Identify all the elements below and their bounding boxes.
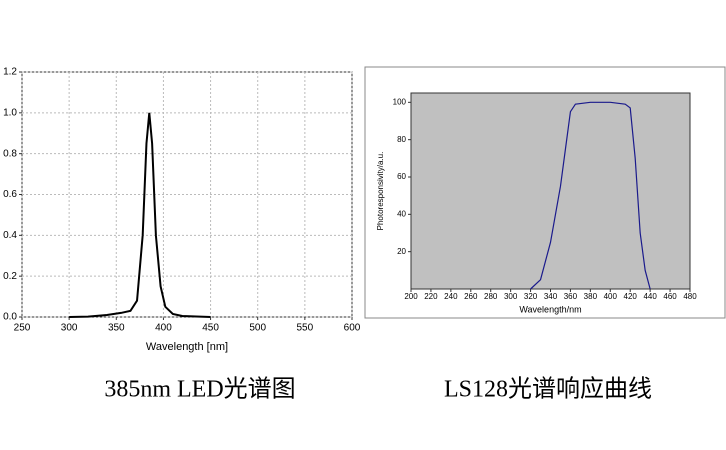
y-tick-label: 20 [397,247,406,256]
x-tick-label: 460 [663,292,677,301]
x-axis-label: Wavelength/nm [519,304,581,314]
y-tick-label: 0.2 [3,271,17,282]
x-tick-label: 220 [424,292,438,301]
y-tick-label: 100 [393,97,407,106]
caption: 385nm LED光谱图 [104,376,295,403]
y-tick-label: 40 [397,209,406,218]
y-tick-label: 0.0 [3,312,17,323]
data-line [69,112,211,318]
x-tick-label: 360 [564,292,578,301]
x-tick-label: 440 [643,292,657,301]
x-tick-label: 420 [624,292,638,301]
x-tick-label: 480 [683,292,697,301]
x-tick-label: 550 [297,323,314,334]
x-tick-label: 450 [202,323,219,334]
x-tick-label: 260 [464,292,478,301]
x-tick-label: 240 [444,292,458,301]
x-tick-label: 280 [484,292,498,301]
x-tick-label: 200 [404,292,418,301]
x-tick-label: 400 [155,323,172,334]
y-tick-label: 1.0 [3,107,17,118]
y-axis-label: Photoresponsivity/a.u. [376,152,385,231]
y-tick-label: 0.6 [3,189,17,200]
chart-frame [364,66,726,319]
x-axis-label: Wavelength [nm] [146,341,228,353]
plot-area [410,92,691,290]
x-tick-label: 340 [544,292,558,301]
data-line [530,101,651,290]
y-tick-label: 60 [397,172,406,181]
caption: LS128光谱响应曲线 [444,376,652,403]
x-tick-label: 500 [249,323,266,334]
x-tick-label: 300 [61,323,78,334]
x-tick-label: 350 [108,323,125,334]
y-tick-label: 80 [397,135,406,144]
y-tick-label: 0.4 [3,230,17,241]
x-tick-label: 320 [524,292,538,301]
y-tick-label: 1.2 [3,67,17,78]
y-tick-label: 0.8 [3,148,17,159]
x-tick-label: 380 [584,292,598,301]
x-tick-label: 250 [14,323,31,334]
x-tick-label: 400 [604,292,618,301]
x-tick-label: 600 [344,323,361,334]
x-tick-label: 300 [504,292,518,301]
